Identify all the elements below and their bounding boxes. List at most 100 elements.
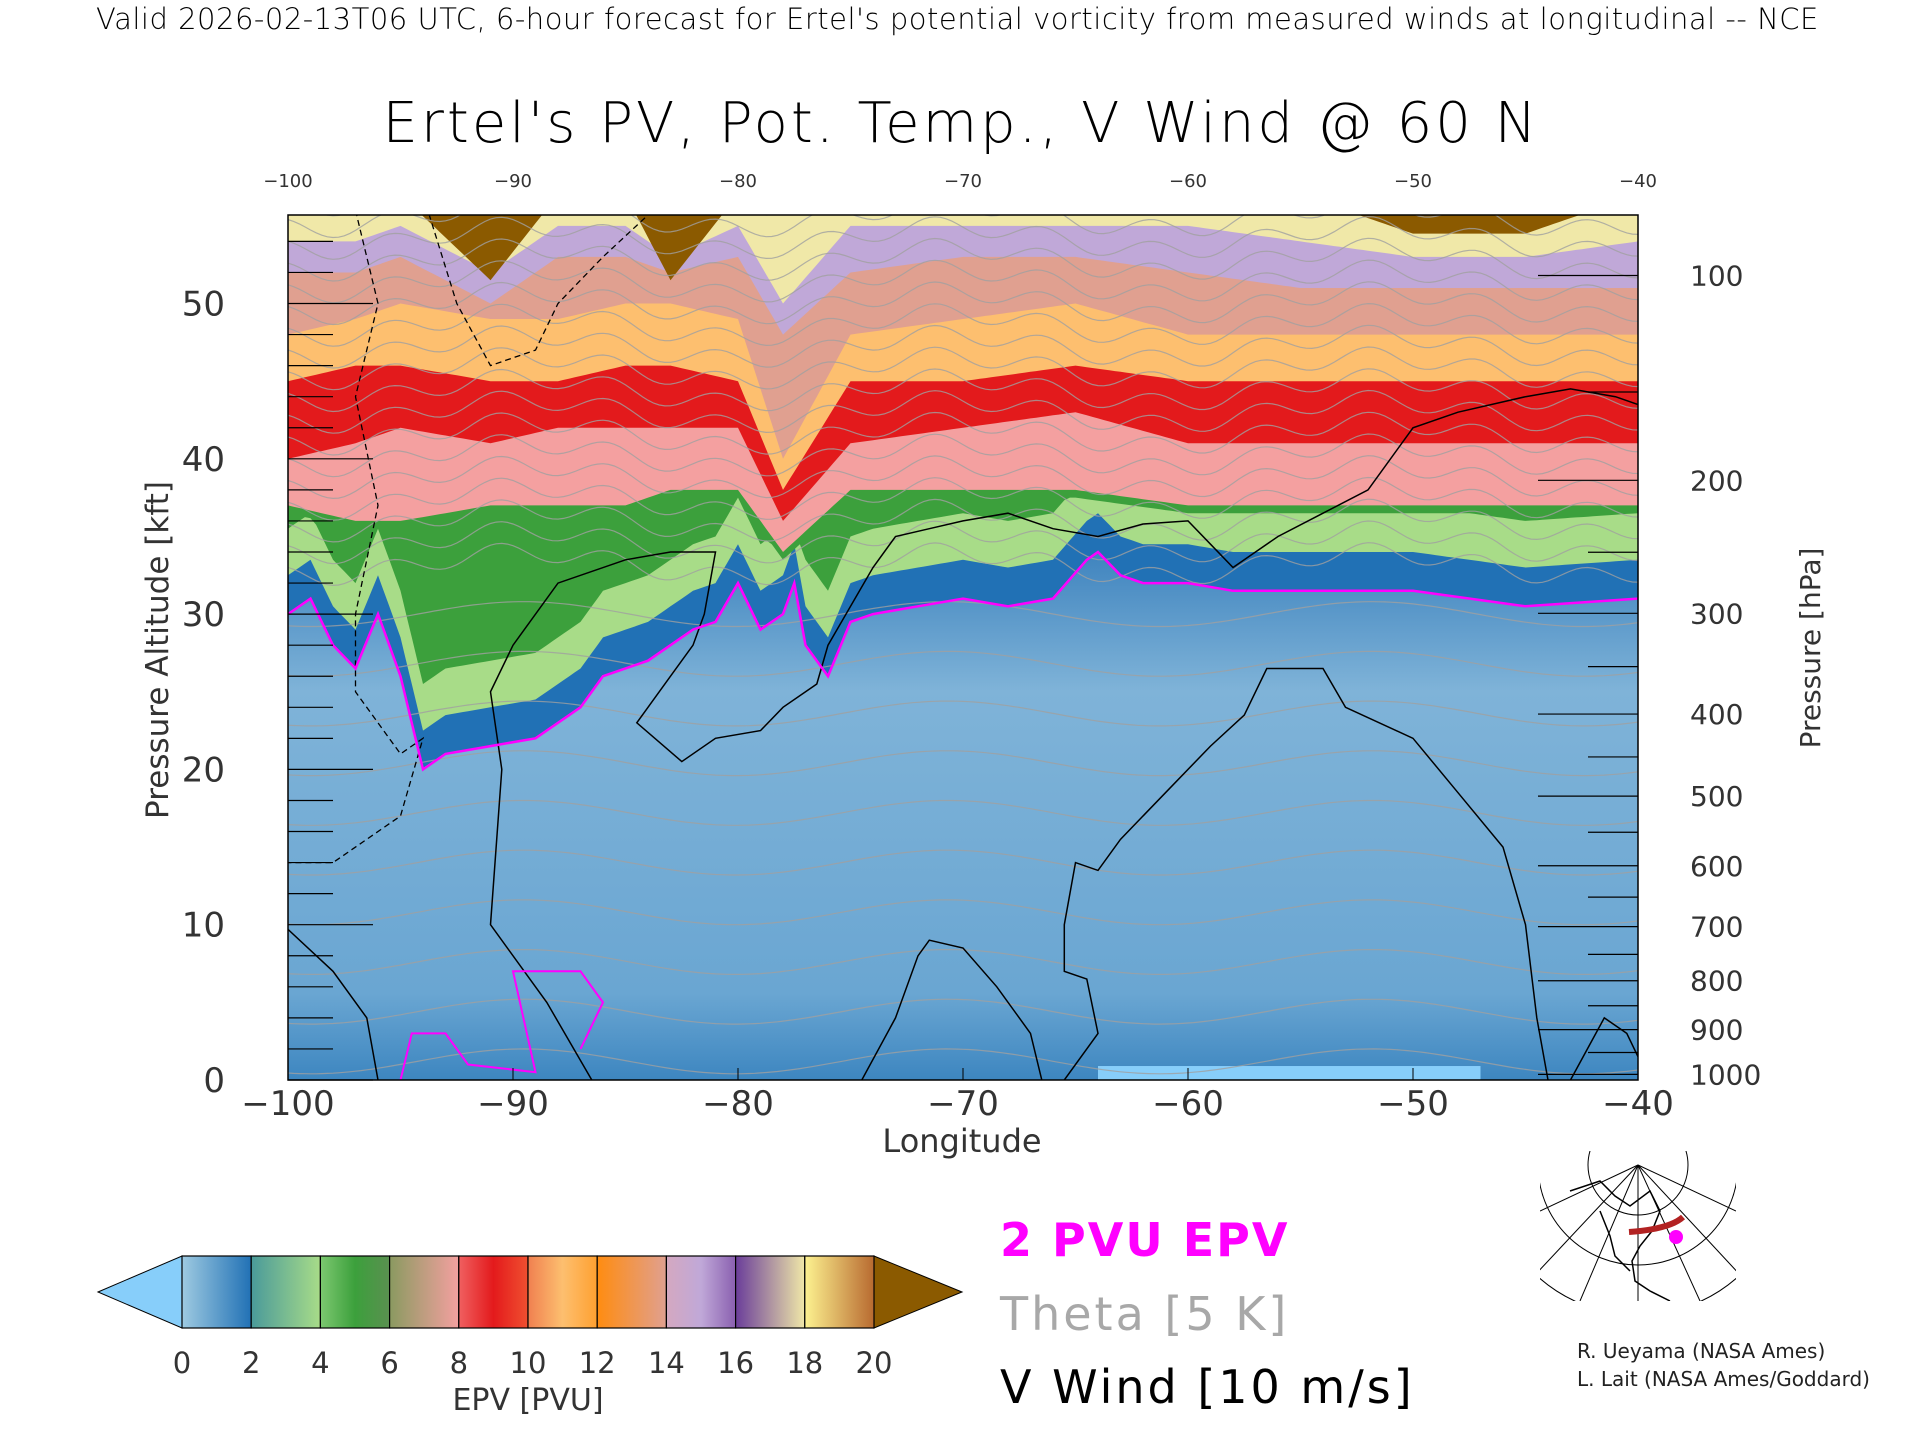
theta-line: [288, 520, 1638, 565]
v-wind-zero-contour: [1569, 1016, 1638, 1080]
colorbar-segment: [319, 1255, 391, 1329]
x-tick-label: −40: [1602, 1084, 1674, 1124]
axes: −100 −100 −90 −90 −80 −80 −70 −70 −60 −60 −50 −50 −4…: [182, 171, 1762, 1124]
theta-line: [288, 259, 1638, 304]
location-map: [1540, 1151, 1736, 1301]
x-tick-label: −90: [477, 1084, 549, 1124]
theta-line: [288, 237, 1638, 282]
colorbar-tick-label: 12: [579, 1346, 616, 1380]
colorbar-tick-label: 16: [717, 1346, 754, 1380]
theta-line: [288, 302, 1638, 347]
x-axis-label: Longitude: [882, 1122, 1041, 1160]
top-tick-label: −50: [1394, 171, 1432, 192]
colorbar-tick-label: 0: [173, 1346, 191, 1380]
legend-wind: V Wind [10 m/s]: [1000, 1360, 1415, 1414]
colorbar-segment: [596, 1255, 668, 1329]
y2-axis-label: Pressure [hPa]: [1794, 548, 1827, 749]
v-wind-zero-contour: [489, 388, 1638, 1080]
y-tick-label: 40: [182, 440, 225, 480]
pressure-tick-label: 900: [1690, 1014, 1743, 1047]
v-wind-zero-contour: [1063, 667, 1549, 1080]
tropopause-2pvu-line: [288, 550, 1638, 1080]
theta-contours: [288, 215, 1638, 1075]
theta-line: [288, 949, 1638, 975]
colorbar-label: EPV [PVU]: [452, 1383, 603, 1418]
top-tick-label: −60: [1169, 171, 1207, 192]
colorbar-segment: [458, 1255, 529, 1329]
y-axis-label: Pressure Altitude [kft]: [140, 481, 176, 819]
colorbar-tick-label: 8: [450, 1346, 468, 1380]
top-tick-label: −70: [944, 171, 982, 192]
pv-2pvu-contour: [399, 970, 605, 1080]
legend-pv: 2 PVU EPV: [1000, 1213, 1289, 1267]
theta-line: [288, 700, 1638, 727]
theta-line: [288, 433, 1638, 478]
theta-line: [288, 1048, 1638, 1075]
pressure-tick-label: 500: [1690, 780, 1743, 813]
pressure-tick-label: 800: [1690, 965, 1743, 998]
theta-line: [288, 215, 1638, 260]
x-tick-label: −70: [927, 1084, 999, 1124]
colorbar-tick-label: 10: [510, 1346, 547, 1380]
v-wind-negative-contour: [288, 215, 425, 864]
theta-line: [288, 324, 1638, 369]
colorbar-tick-label: 14: [648, 1346, 685, 1380]
theta-line: [288, 281, 1638, 326]
theta-line: [288, 455, 1638, 500]
theta-line: [288, 476, 1638, 521]
pv-band-below-0: [1098, 1066, 1481, 1080]
pv-band-20: [288, 215, 1638, 281]
theta-line: [288, 849, 1638, 876]
x-tick-label: −60: [1152, 1084, 1224, 1124]
pv-2pvu-contour: [288, 550, 1638, 772]
top-tick-label: −90: [494, 171, 532, 192]
x-tick-label: −80: [702, 1084, 774, 1124]
theta-line: [288, 799, 1638, 826]
theta-line: [288, 498, 1638, 543]
colorbar-tick-label: 18: [786, 1346, 823, 1380]
theta-line: [288, 650, 1638, 677]
y-tick-label: 30: [182, 595, 225, 635]
theta-line: [288, 368, 1638, 413]
cross-section-arc: [1628, 1214, 1686, 1235]
pressure-tick-label: 200: [1690, 464, 1743, 497]
x-tick-label: −50: [1377, 1084, 1449, 1124]
colorbar-segment: [804, 1255, 875, 1329]
colorbar-segment: [734, 1255, 806, 1329]
pressure-tick-label: 1000: [1690, 1058, 1761, 1091]
top-tick-label: −40: [1619, 171, 1657, 192]
top-tick-label: −80: [719, 171, 757, 192]
colorbar-over-triangle: [873, 1255, 964, 1329]
pressure-tick-label: 300: [1690, 597, 1743, 630]
colorbar-tick-label: 4: [311, 1346, 329, 1380]
theta-line: [288, 346, 1638, 391]
x-tick-label: −100: [241, 1084, 334, 1124]
theta-line: [288, 601, 1638, 628]
theta-line: [288, 389, 1638, 434]
colorbar-segment: [389, 1255, 460, 1329]
v-wind-zero-contour: [861, 939, 1043, 1080]
y-tick-label: 20: [182, 750, 225, 790]
v-wind-negative-contour: [428, 215, 649, 367]
location-dot: [1669, 1230, 1683, 1244]
theta-line: [288, 899, 1638, 926]
colorbar-segment: [250, 1255, 321, 1329]
top-tick-label: −100: [263, 171, 312, 192]
colorbar-segment: [527, 1255, 598, 1329]
credit-line: R. Ueyama (NASA Ames): [1577, 1339, 1825, 1363]
colorbar-under-triangle: [96, 1255, 183, 1329]
y-tick-label: 50: [182, 285, 225, 325]
colorbar-tick-label: 20: [856, 1346, 893, 1380]
pv-band-18: [288, 215, 1638, 304]
header-text: Valid 2026-02-13T06 UTC, 6-hour forecast…: [96, 2, 1819, 36]
colorbar-tick-label: 6: [380, 1346, 398, 1380]
pressure-tick-label: 700: [1690, 911, 1743, 944]
y-tick-label: 10: [182, 906, 225, 946]
pv-band-16: [288, 215, 1638, 335]
colorbar-segment: [665, 1255, 737, 1329]
theta-line: [288, 750, 1638, 777]
colorbar: 0 2 4 6 8 10 12 14 16 18 20: [96, 1255, 964, 1380]
theta-line: [288, 998, 1638, 1025]
pressure-tick-label: 100: [1690, 259, 1743, 292]
